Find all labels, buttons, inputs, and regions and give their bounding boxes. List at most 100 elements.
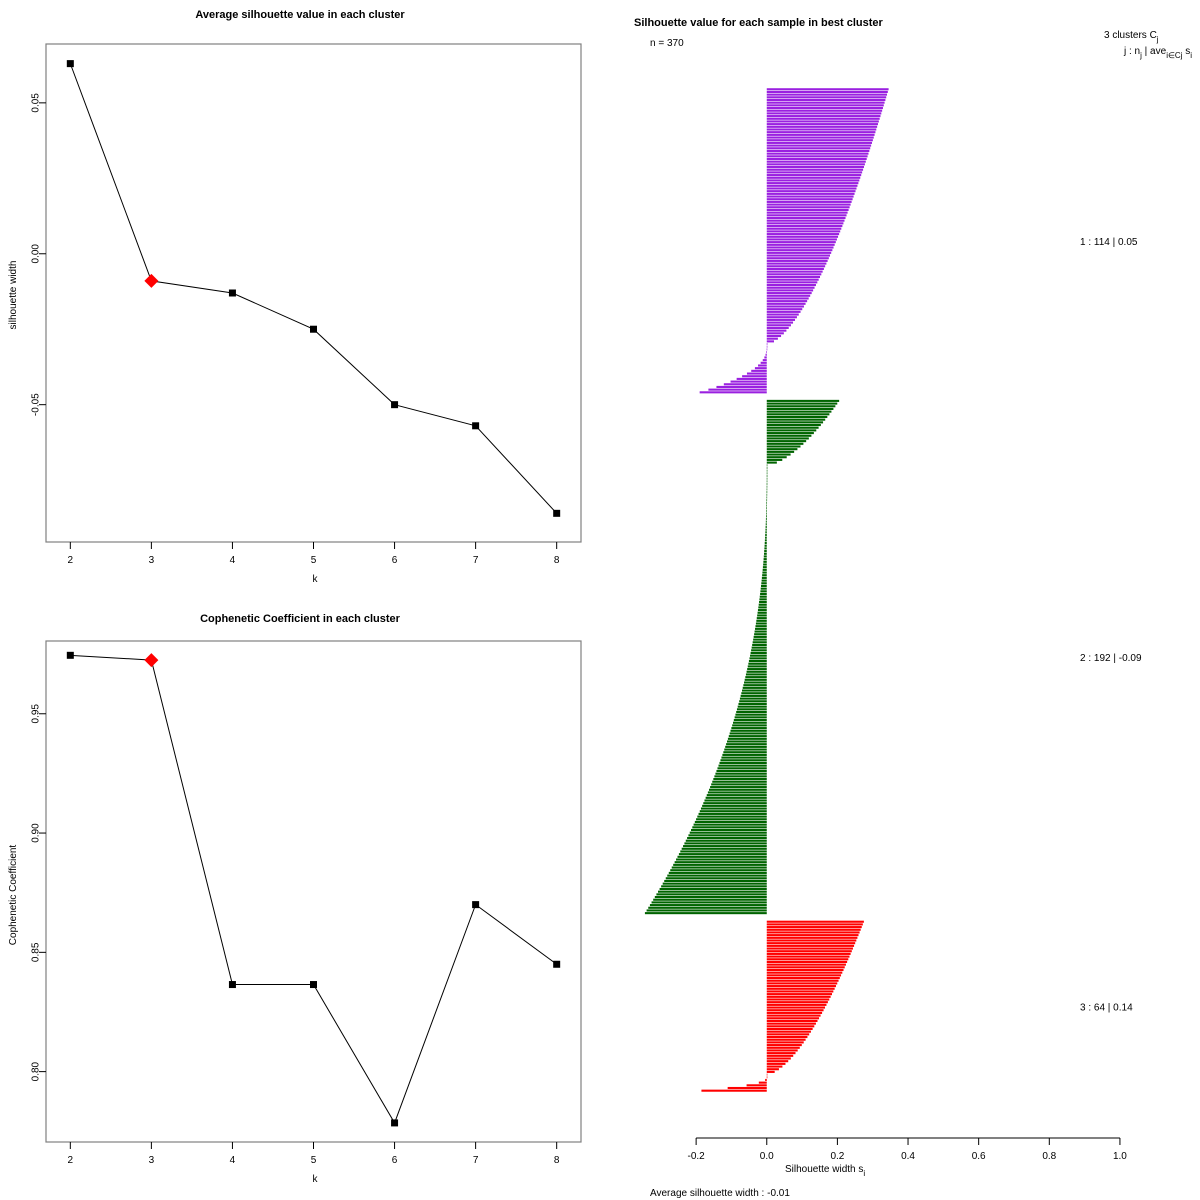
silhouette-bar [765,353,767,356]
silhouette-bar [668,871,767,874]
silhouette-bar [736,377,767,380]
silhouette-bar [766,939,857,942]
silhouette-bar [766,1025,815,1028]
cluster-summary-label: 2 : 192 | -0.09 [1080,653,1142,664]
silhouette-bar [766,318,796,321]
silhouette-bar [683,845,767,848]
x-axis-ticks: 2 3 4 5 6 7 8 [68,542,560,566]
silhouette-bar [691,828,767,832]
silhouette-bar [730,380,767,383]
x-tick-label: 4 [230,1155,236,1166]
silhouette-bar [727,740,767,743]
silhouette-bar [766,464,768,467]
silhouette-bar [766,141,872,144]
x-tick-label: 4 [230,555,236,566]
silhouette-bar [715,772,767,775]
silhouette-bar [751,646,767,649]
silhouette-bars [644,88,889,1092]
silhouette-bar [712,780,767,783]
best-k-marker [144,653,159,668]
silhouette-bar [662,882,767,885]
silhouette-bar [730,729,767,732]
silhouette-bar [758,364,767,367]
silhouette-bar [766,195,854,198]
cophenetic-coefficient-panel: Cophenetic Coefficient in each cluster C… [0,600,600,1200]
silhouette-bar [726,743,767,746]
silhouette-bar [766,96,887,99]
silhouette-bar [731,727,767,730]
silhouette-bar [766,233,840,236]
silhouette-bar [766,227,842,230]
silhouette-bar [766,163,865,166]
silhouette-bar [766,928,861,931]
silhouette-bar [766,952,851,955]
y-tick-label: 0.05 [31,93,42,113]
silhouette-bar [763,558,767,561]
silhouette-bar [761,582,767,585]
silhouette-bar [766,224,843,228]
silhouette-bar [728,735,767,738]
silhouette-bar [766,1017,820,1020]
silhouette-bar [766,165,864,169]
silhouette-bar [766,345,768,348]
silhouette-bar [714,775,767,778]
silhouette-bar [766,440,807,443]
silhouette-bar [766,405,836,408]
silhouette-bar [766,168,864,171]
silhouette-samples-panel: Silhouette value for each sample in best… [600,0,1200,1200]
silhouette-bar [763,555,767,558]
silhouette-bar [766,496,768,499]
silhouette-bar [701,1089,767,1092]
silhouette-bar [722,753,767,756]
silhouette-bar [766,469,768,472]
silhouette-bar [766,326,789,330]
silhouette-bar [766,109,883,112]
silhouette-bar [766,294,811,297]
silhouette-bar [766,241,836,244]
silhouette-bar [766,950,852,953]
x-tick-label: 8 [554,555,560,566]
silhouette-bar [766,1019,818,1023]
silhouette-bar [700,807,767,810]
silhouette-bar [733,719,767,722]
silhouette-bar [766,1044,802,1047]
silhouette-bar [727,1086,767,1090]
silhouette-bar [751,369,767,372]
silhouette-bar [766,147,871,150]
silhouette-bar [766,936,858,939]
x-tick-label: 0.8 [1042,1151,1056,1162]
silhouette-bar [766,283,816,287]
silhouette-bar [758,603,767,606]
silhouette-bar [766,305,804,308]
x-tick-label: 3 [149,1155,155,1166]
silhouette-bar [687,837,767,840]
silhouette-bar [755,622,767,625]
silhouette-bar [719,761,767,765]
silhouette-bar [766,407,834,410]
silhouette-bar [694,820,767,824]
silhouette-bar [766,995,831,998]
y-tick-label: 0.00 [31,244,42,264]
silhouette-bar [735,713,767,716]
silhouette-bar [766,131,876,134]
silhouette-bar [765,531,767,534]
silhouette-bar [758,1081,767,1084]
silhouette-bar [766,974,842,977]
silhouette-bar [733,721,767,724]
silhouette-bar [764,541,767,545]
silhouette-bar [766,485,768,488]
silhouette-bar [746,1084,767,1087]
silhouette-bar [681,847,767,850]
silhouette-bar [766,190,856,193]
silhouette-bar [751,649,767,652]
silhouette-bar [766,1068,779,1071]
x-axis-label-subscript: i [863,1169,865,1178]
silhouette-bar [766,491,768,494]
data-point [553,509,561,517]
silhouette-bar [766,990,834,993]
silhouette-bar [766,450,795,453]
silhouette-bar [718,764,767,767]
silhouette-bar [671,866,767,869]
silhouette-bar [721,756,767,759]
silhouette-bar [766,445,801,448]
